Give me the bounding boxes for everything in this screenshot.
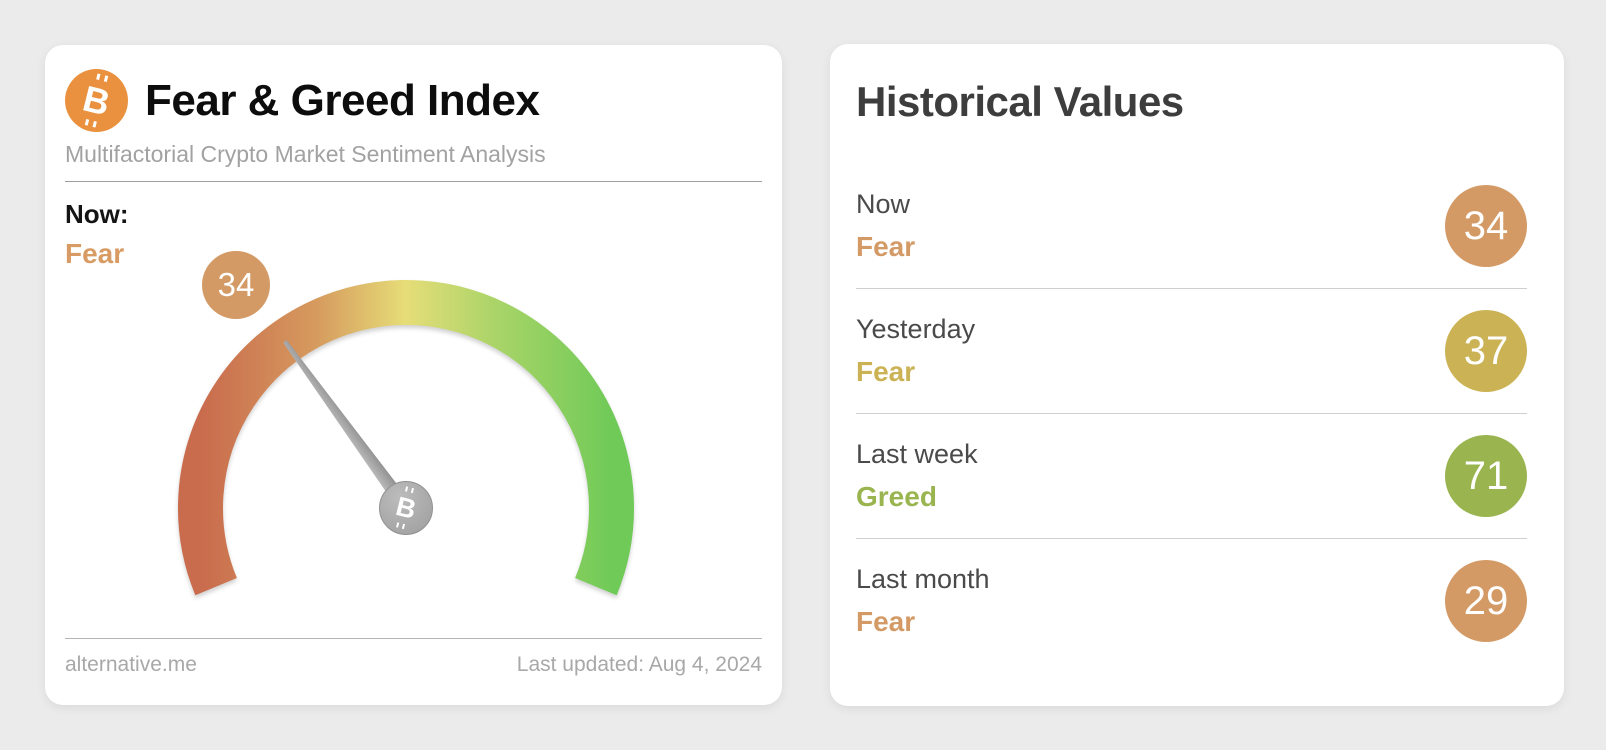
row-value-badge: 34 xyxy=(1445,185,1527,267)
row-label: Last month xyxy=(856,564,990,594)
card-subtitle: Multifactorial Crypto Market Sentiment A… xyxy=(65,141,546,167)
historical-row-now: Now Fear 34 xyxy=(856,164,1527,288)
row-label: Yesterday xyxy=(856,314,976,344)
site-link[interactable]: alternative.me xyxy=(65,653,197,676)
gauge-pivot: B xyxy=(379,481,433,535)
header-divider xyxy=(65,181,762,182)
gauge-chart xyxy=(178,280,634,596)
now-sentiment: Fear xyxy=(65,238,125,269)
gauge-value-badge: 34 xyxy=(202,251,270,319)
historical-row-last-month: Last month Fear 29 xyxy=(856,538,1527,663)
historical-row-yesterday: Yesterday Fear 37 xyxy=(856,288,1527,413)
fear-greed-card: B Fear & Greed Index Multifactorial Cryp… xyxy=(45,45,782,705)
historical-rows: Now Fear 34 Yesterday Fear 37 Last week … xyxy=(856,164,1527,663)
gauge-needle xyxy=(283,340,417,519)
row-value-badge: 71 xyxy=(1445,435,1527,517)
row-label: Last week xyxy=(856,439,978,469)
fear-greed-header: B Fear & Greed Index xyxy=(65,69,762,132)
row-sentiment: Fear xyxy=(856,606,916,637)
row-label: Now xyxy=(856,189,911,219)
bitcoin-glyph: B xyxy=(79,76,115,124)
card-footer: alternative.me Last updated: Aug 4, 2024 xyxy=(65,638,762,677)
historical-row-last-week: Last week Greed 71 xyxy=(856,413,1527,538)
card-title: Fear & Greed Index xyxy=(145,75,540,125)
gauge-arc xyxy=(178,280,634,596)
historical-values-card: Historical Values Now Fear 34 Yesterday … xyxy=(830,44,1564,706)
footer-divider xyxy=(65,638,762,639)
row-value-badge: 29 xyxy=(1445,560,1527,642)
bitcoin-icon: B xyxy=(65,69,128,132)
row-sentiment: Fear xyxy=(856,356,916,387)
gauge-needle-group xyxy=(283,340,417,519)
last-updated-text: Last updated: Aug 4, 2024 xyxy=(516,653,762,676)
row-sentiment: Fear xyxy=(856,231,916,262)
row-value-badge: 37 xyxy=(1445,310,1527,392)
now-label: Now: xyxy=(65,199,129,229)
row-sentiment: Greed xyxy=(856,481,937,512)
historical-title: Historical Values xyxy=(856,78,1184,125)
